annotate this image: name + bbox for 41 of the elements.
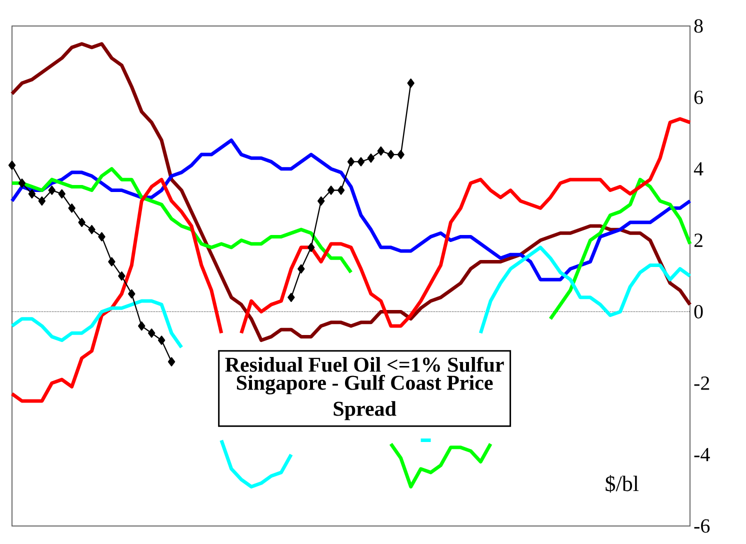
point [118, 271, 126, 281]
point [148, 328, 156, 338]
point [288, 292, 295, 302]
point [357, 157, 365, 166]
point [68, 204, 76, 213]
y-tick-label: -2 [694, 376, 710, 390]
point [78, 218, 86, 228]
point [298, 264, 305, 274]
text: Singapore - Gulf Coast Price Spread [236, 374, 493, 420]
point [38, 196, 46, 206]
point [138, 321, 146, 331]
point [337, 186, 345, 195]
point [387, 150, 394, 160]
y-tick-label: 6 [694, 90, 703, 104]
point [407, 78, 414, 88]
text: Residual Fuel Oil <=1% Sulfur [225, 356, 504, 372]
y-tick-label: 4 [694, 162, 704, 176]
point [367, 154, 375, 163]
point [158, 336, 166, 345]
point [128, 289, 136, 298]
point [397, 150, 404, 160]
point [8, 160, 16, 170]
y-tick-label: -4 [694, 448, 710, 462]
point [347, 157, 355, 166]
annotation: $/bl [606, 475, 639, 493]
y-tick-label: 2 [694, 234, 702, 247]
point [168, 357, 176, 366]
point [327, 186, 335, 195]
point [317, 196, 325, 206]
point [377, 146, 385, 156]
point [48, 186, 56, 195]
y-tick-label: 0 [694, 304, 703, 318]
point [88, 224, 96, 234]
y-tick-label: -6 [694, 519, 710, 533]
point [108, 257, 116, 266]
point [18, 178, 26, 188]
point [98, 232, 106, 242]
point [308, 242, 315, 252]
point [58, 189, 66, 198]
y-tick-label: 8 [694, 19, 703, 33]
point [28, 189, 36, 198]
